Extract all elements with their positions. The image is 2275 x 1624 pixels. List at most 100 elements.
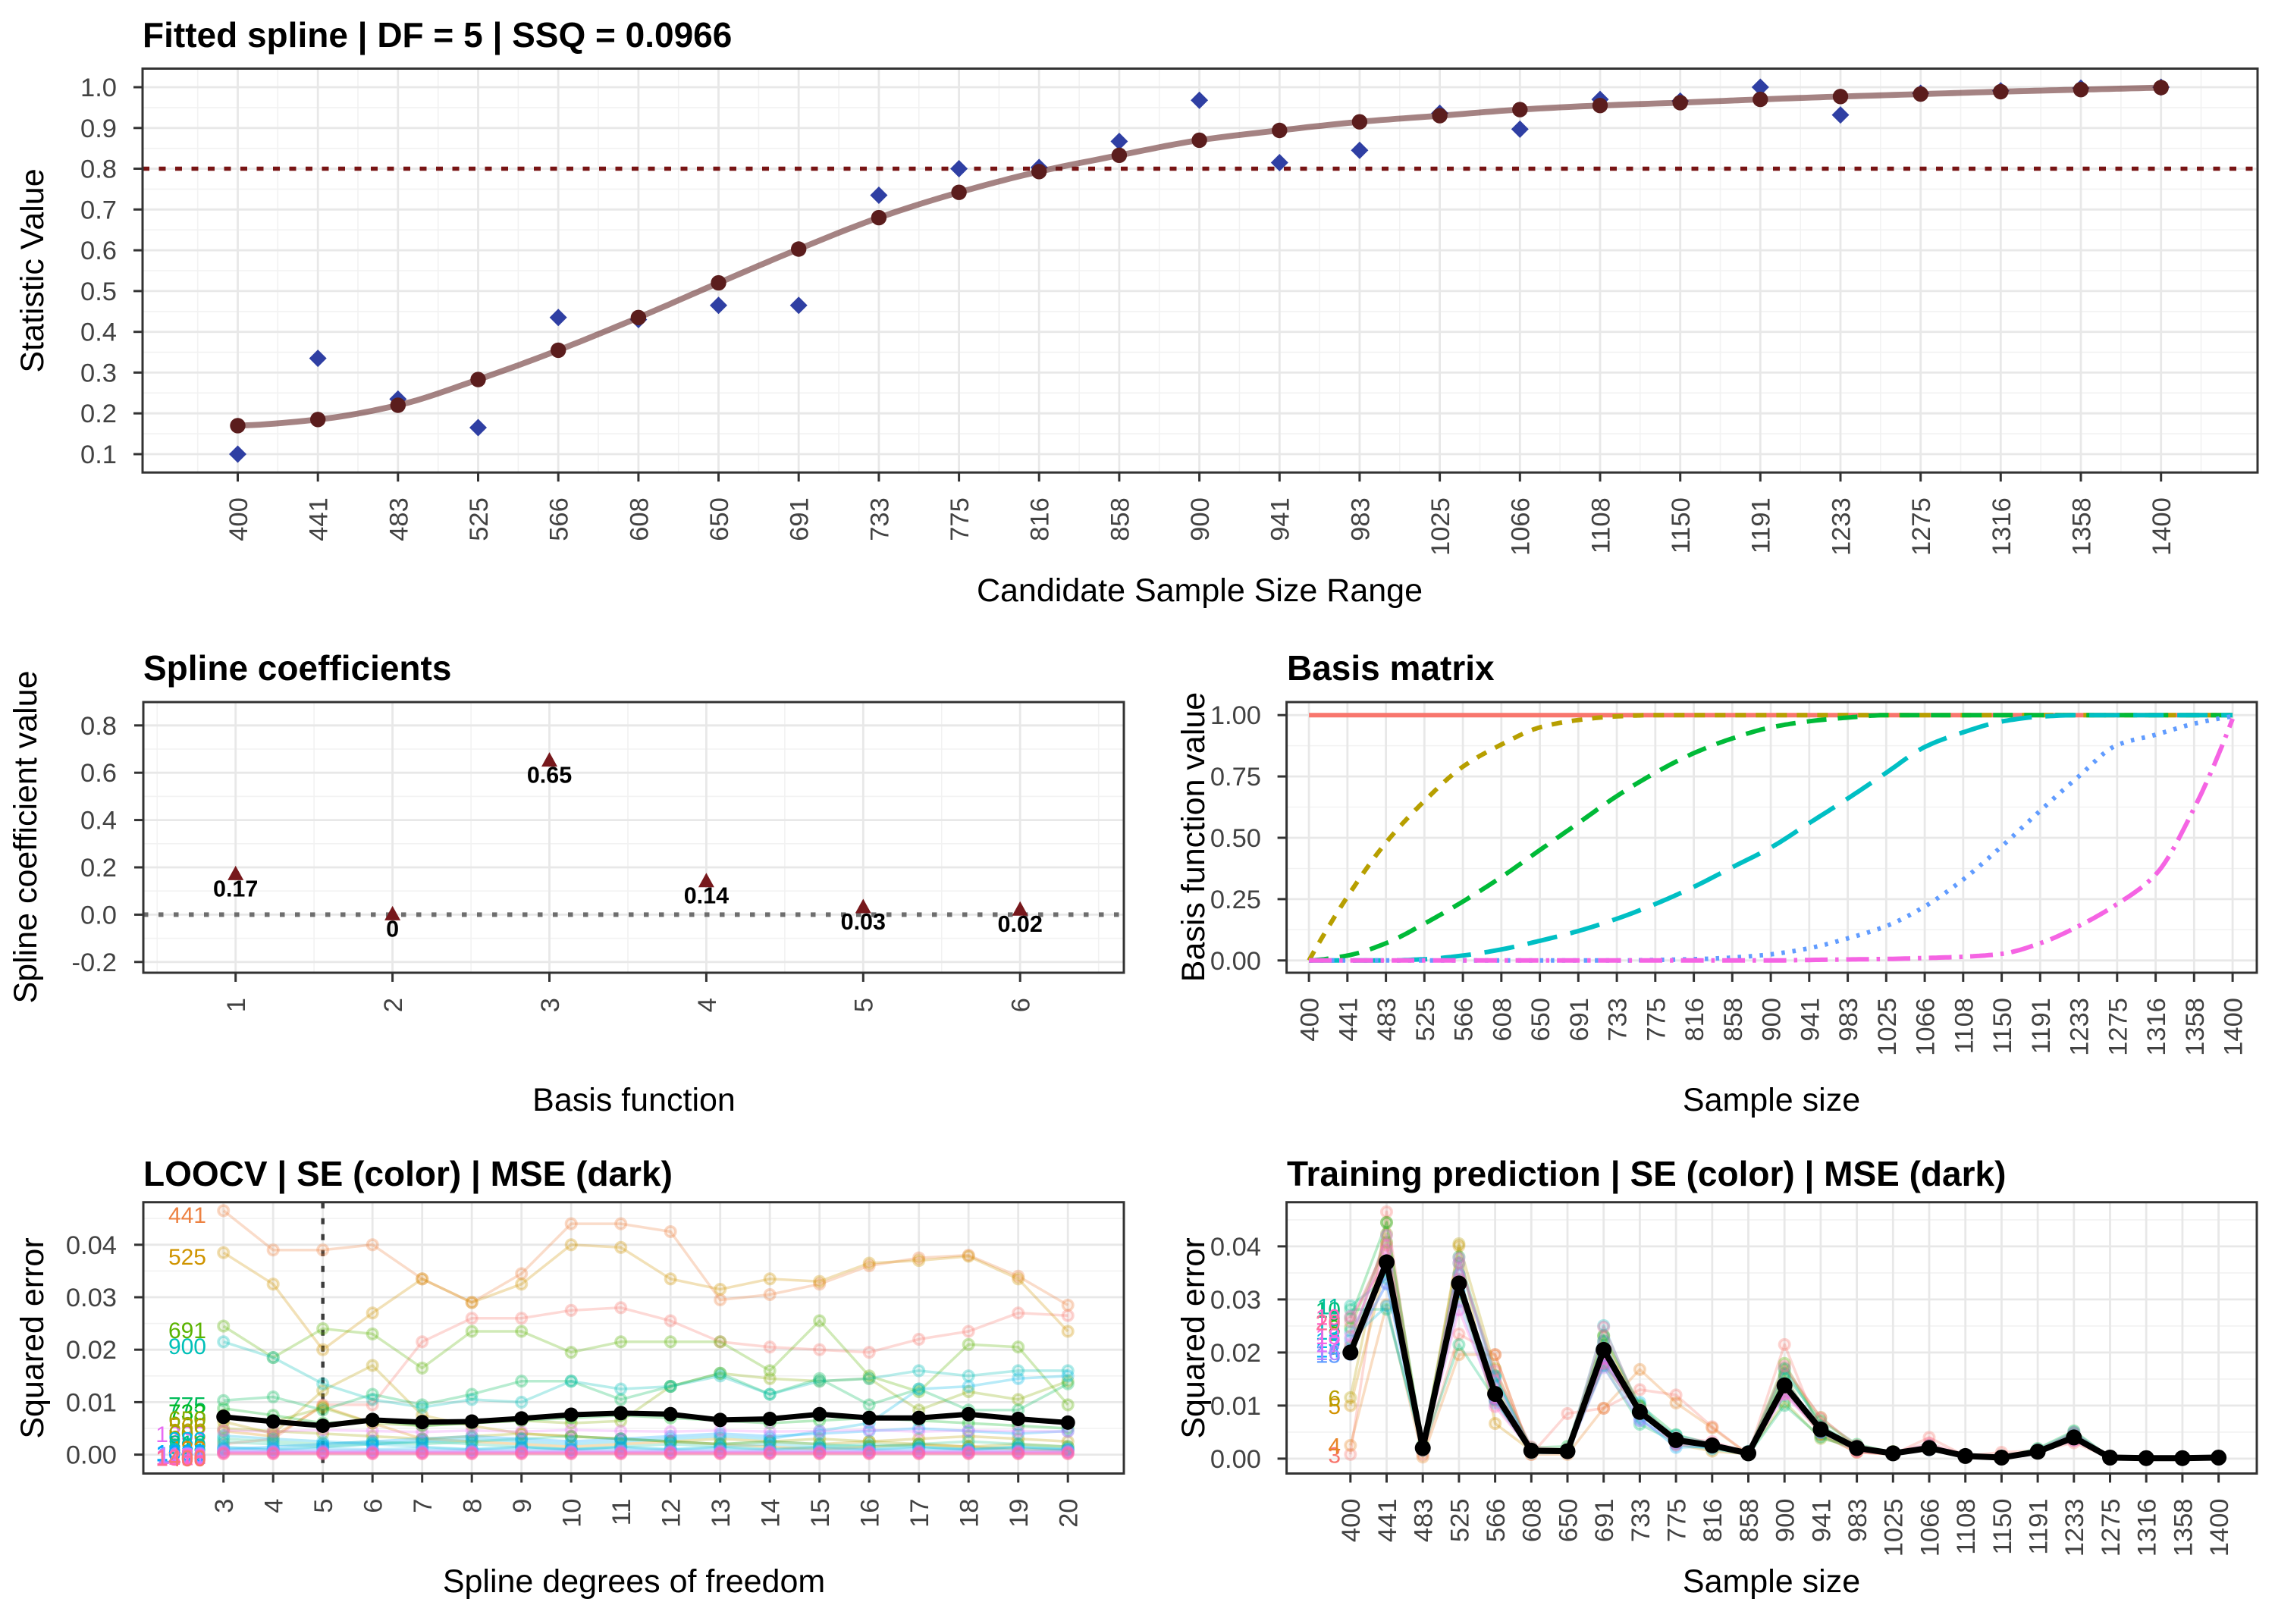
svg-text:6: 6 bbox=[359, 1499, 388, 1513]
svg-text:733: 733 bbox=[1627, 1499, 1655, 1543]
svg-text:566: 566 bbox=[168, 1414, 206, 1439]
svg-text:775: 775 bbox=[946, 497, 974, 541]
svg-text:816: 816 bbox=[1680, 998, 1709, 1042]
svg-text:1400: 1400 bbox=[2220, 998, 2248, 1056]
svg-text:18: 18 bbox=[956, 1499, 984, 1528]
svg-text:1066: 1066 bbox=[1912, 998, 1941, 1056]
svg-text:0.04: 0.04 bbox=[66, 1231, 117, 1260]
svg-text:0.00: 0.00 bbox=[66, 1441, 117, 1470]
svg-text:0.9: 0.9 bbox=[80, 114, 117, 143]
svg-text:3: 3 bbox=[210, 1499, 239, 1513]
svg-text:525: 525 bbox=[168, 1245, 206, 1270]
svg-text:0.65: 0.65 bbox=[527, 763, 572, 788]
svg-text:900: 900 bbox=[1771, 1499, 1800, 1543]
svg-text:1.00: 1.00 bbox=[1210, 701, 1261, 730]
svg-text:0.02: 0.02 bbox=[1210, 1339, 1261, 1368]
svg-text:Sample size: Sample size bbox=[1683, 1082, 1860, 1118]
svg-text:20: 20 bbox=[1055, 1499, 1084, 1528]
svg-text:11: 11 bbox=[1317, 1294, 1341, 1319]
svg-text:0.03: 0.03 bbox=[841, 909, 886, 935]
svg-text:0.5: 0.5 bbox=[80, 277, 117, 306]
svg-text:1066: 1066 bbox=[155, 1442, 206, 1467]
svg-text:2: 2 bbox=[379, 998, 408, 1012]
svg-text:608: 608 bbox=[1488, 998, 1517, 1042]
svg-text:650: 650 bbox=[168, 1407, 206, 1432]
svg-text:5: 5 bbox=[309, 1499, 338, 1513]
svg-text:691: 691 bbox=[168, 1318, 206, 1343]
svg-text:0.4: 0.4 bbox=[80, 318, 117, 347]
svg-text:0.4: 0.4 bbox=[80, 807, 117, 836]
svg-text:1316: 1316 bbox=[2142, 998, 2171, 1056]
svg-text:1316: 1316 bbox=[2133, 1499, 2162, 1557]
svg-text:0: 0 bbox=[386, 916, 399, 942]
svg-text:-0.2: -0.2 bbox=[72, 948, 117, 977]
svg-text:19: 19 bbox=[1005, 1499, 1034, 1528]
svg-text:0.17: 0.17 bbox=[213, 876, 258, 901]
svg-text:14: 14 bbox=[1316, 1338, 1341, 1363]
svg-text:941: 941 bbox=[1807, 1499, 1836, 1543]
svg-text:10: 10 bbox=[558, 1499, 587, 1528]
svg-text:0.01: 0.01 bbox=[1210, 1392, 1261, 1421]
svg-text:941: 941 bbox=[1266, 497, 1295, 541]
svg-text:Sample size: Sample size bbox=[1683, 1563, 1860, 1600]
svg-text:5: 5 bbox=[850, 998, 879, 1012]
svg-text:Basis matrix: Basis matrix bbox=[1287, 648, 1495, 688]
svg-text:441: 441 bbox=[168, 1203, 206, 1228]
svg-text:483: 483 bbox=[1410, 1499, 1439, 1543]
svg-text:1150: 1150 bbox=[1988, 998, 2017, 1054]
svg-text:4: 4 bbox=[260, 1499, 289, 1513]
svg-text:Fitted spline | DF = 5 | SSQ =: Fitted spline | DF = 5 | SSQ = 0.0966 bbox=[143, 15, 732, 55]
svg-text:13: 13 bbox=[707, 1499, 736, 1528]
svg-text:Spline coefficients: Spline coefficients bbox=[143, 648, 451, 688]
svg-text:1400: 1400 bbox=[155, 1447, 206, 1472]
svg-text:483: 483 bbox=[168, 1437, 206, 1463]
svg-text:608: 608 bbox=[168, 1422, 206, 1447]
svg-text:566: 566 bbox=[1450, 998, 1479, 1042]
svg-text:Squared error: Squared error bbox=[1175, 1237, 1212, 1438]
svg-text:17: 17 bbox=[1316, 1333, 1341, 1358]
svg-text:1025: 1025 bbox=[1873, 998, 1902, 1056]
svg-text:441: 441 bbox=[305, 497, 334, 541]
svg-text:691: 691 bbox=[786, 497, 814, 541]
svg-text:0.75: 0.75 bbox=[1210, 763, 1261, 792]
svg-text:1400: 1400 bbox=[2148, 497, 2176, 556]
svg-text:14: 14 bbox=[757, 1499, 786, 1528]
svg-text:0.01: 0.01 bbox=[66, 1388, 117, 1417]
svg-text:983: 983 bbox=[168, 1428, 206, 1453]
svg-text:0.1: 0.1 bbox=[80, 440, 117, 469]
svg-text:1233: 1233 bbox=[1827, 497, 1856, 556]
svg-text:Basis function: Basis function bbox=[532, 1082, 736, 1118]
svg-text:13: 13 bbox=[1316, 1328, 1341, 1353]
svg-text:1025: 1025 bbox=[155, 1441, 206, 1466]
svg-text:441: 441 bbox=[1373, 1499, 1402, 1543]
svg-text:1400: 1400 bbox=[2205, 1499, 2234, 1557]
svg-text:1358: 1358 bbox=[2169, 1499, 2198, 1557]
svg-text:LOOCV | SE (color) | MSE (dark: LOOCV | SE (color) | MSE (dark) bbox=[143, 1154, 673, 1193]
svg-text:775: 775 bbox=[1663, 1499, 1692, 1543]
svg-text:1358: 1358 bbox=[2181, 998, 2210, 1056]
svg-text:5: 5 bbox=[1328, 1394, 1341, 1419]
svg-text:983: 983 bbox=[1844, 1499, 1872, 1543]
svg-text:0.02: 0.02 bbox=[998, 911, 1043, 937]
svg-text:1191: 1191 bbox=[2027, 998, 2056, 1054]
svg-text:733: 733 bbox=[168, 1400, 206, 1425]
svg-text:400: 400 bbox=[168, 1447, 206, 1472]
svg-text:1191: 1191 bbox=[157, 1444, 206, 1469]
svg-text:18: 18 bbox=[1316, 1325, 1341, 1350]
svg-text:Basis function value: Basis function value bbox=[1175, 692, 1212, 982]
svg-text:3: 3 bbox=[536, 998, 565, 1012]
svg-text:0.03: 0.03 bbox=[66, 1284, 117, 1312]
svg-text:900: 900 bbox=[1186, 497, 1215, 541]
svg-text:6: 6 bbox=[1328, 1386, 1341, 1411]
svg-text:400: 400 bbox=[1296, 998, 1325, 1042]
svg-text:8: 8 bbox=[459, 1499, 488, 1513]
svg-text:400: 400 bbox=[1337, 1499, 1366, 1543]
svg-text:1191: 1191 bbox=[2025, 1499, 2054, 1555]
svg-text:983: 983 bbox=[1346, 497, 1375, 541]
svg-text:1108: 1108 bbox=[157, 1443, 206, 1468]
svg-text:15: 15 bbox=[806, 1499, 835, 1528]
svg-text:0.2: 0.2 bbox=[80, 854, 117, 883]
svg-text:1108: 1108 bbox=[1950, 998, 1978, 1054]
svg-text:858: 858 bbox=[1106, 497, 1134, 541]
svg-text:1358: 1358 bbox=[2067, 497, 2096, 556]
